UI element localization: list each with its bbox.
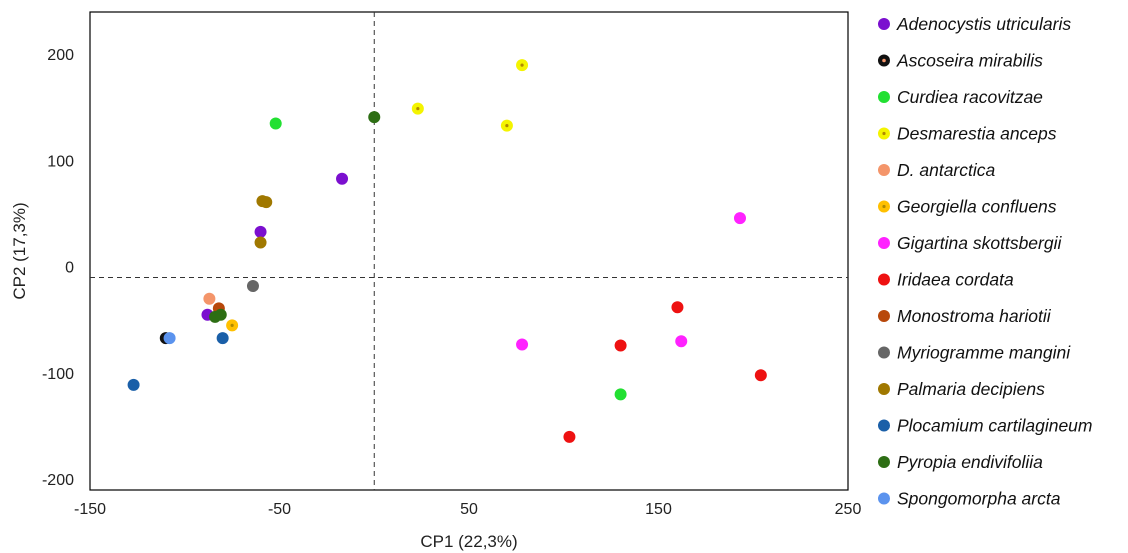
- legend-label: Georgiella confluens: [897, 197, 1057, 217]
- data-point: [246, 280, 259, 293]
- legend-label: Gigartina skottsbergii: [897, 233, 1062, 253]
- legend-label: Spongomorpha arcta: [897, 489, 1061, 509]
- y-tick-label: 100: [47, 153, 74, 170]
- legend-marker: [878, 346, 890, 359]
- legend-label: Monostroma hariotii: [897, 306, 1052, 326]
- x-tick-label: -150: [74, 501, 106, 518]
- data-point-center: [230, 323, 234, 327]
- data-point: [754, 369, 767, 382]
- legend-label: Myriogramme mangini: [897, 343, 1071, 363]
- data-point: [614, 339, 627, 352]
- data-point: [269, 117, 282, 130]
- x-tick-label: 50: [460, 501, 478, 518]
- legend-marker-center: [882, 204, 886, 209]
- y-tick-label: -100: [42, 366, 74, 383]
- legend-label: Adenocystis utricularis: [896, 14, 1071, 34]
- legend-label: Plocamium cartilagineum: [897, 416, 1093, 436]
- x-axis-ticks: -150 -50 50 150 250: [74, 501, 861, 518]
- data-point-center: [505, 124, 509, 128]
- legend-marker: [878, 237, 890, 249]
- legend-marker: [878, 18, 890, 30]
- x-tick-label: -50: [268, 501, 291, 518]
- x-tick-label: 250: [835, 501, 862, 518]
- data-point: [368, 111, 381, 124]
- legend-label: Curdiea racovitzae: [897, 87, 1043, 107]
- data-point: [127, 378, 140, 391]
- legend-label: Ascoseira mirabilis: [896, 51, 1043, 71]
- data-point: [563, 430, 576, 443]
- legend-marker: [878, 492, 890, 505]
- data-point: [254, 236, 267, 249]
- data-point: [675, 335, 688, 348]
- plot-area: [89, 11, 849, 491]
- legend-marker: [878, 383, 890, 395]
- x-tick-label: 150: [645, 501, 672, 518]
- legend-label: Desmarestia anceps: [897, 124, 1057, 144]
- data-point: [214, 308, 227, 321]
- data-points: [127, 59, 767, 443]
- legend-marker: [878, 310, 890, 322]
- x-axis-label: CP1 (22,3%): [420, 532, 517, 551]
- legend-marker: [878, 164, 890, 176]
- data-point: [163, 332, 176, 345]
- legend-label: D. antarctica: [897, 160, 995, 180]
- legend-label: Iridaea cordata: [897, 270, 1014, 290]
- data-point: [671, 301, 684, 314]
- legend-label: Palmaria decipiens: [897, 379, 1045, 399]
- legend-marker: [878, 91, 890, 103]
- y-tick-label: 0: [65, 260, 74, 277]
- legend-marker: [878, 419, 890, 432]
- y-tick-label: 200: [47, 47, 74, 64]
- data-point: [254, 225, 267, 238]
- legend: Adenocystis utricularis Ascoseira mirabil…: [878, 14, 1093, 509]
- legend-marker: [878, 456, 890, 468]
- data-point: [614, 388, 627, 401]
- data-point: [203, 292, 216, 305]
- data-point: [336, 172, 349, 185]
- legend-label: Pyropia endivifoliia: [897, 452, 1043, 472]
- y-axis-label: CP2 (17,3%): [10, 202, 29, 299]
- y-tick-label: -200: [42, 472, 74, 489]
- data-point: [733, 212, 746, 225]
- data-point-center: [416, 107, 420, 111]
- y-axis-ticks: -200 -100 0 100 200: [42, 47, 74, 489]
- data-point: [216, 332, 229, 345]
- data-point: [260, 196, 273, 209]
- legend-marker-center: [882, 131, 886, 136]
- legend-marker-center: [882, 58, 886, 63]
- data-point: [516, 338, 529, 351]
- data-point-center: [520, 63, 524, 67]
- legend-marker: [878, 273, 890, 286]
